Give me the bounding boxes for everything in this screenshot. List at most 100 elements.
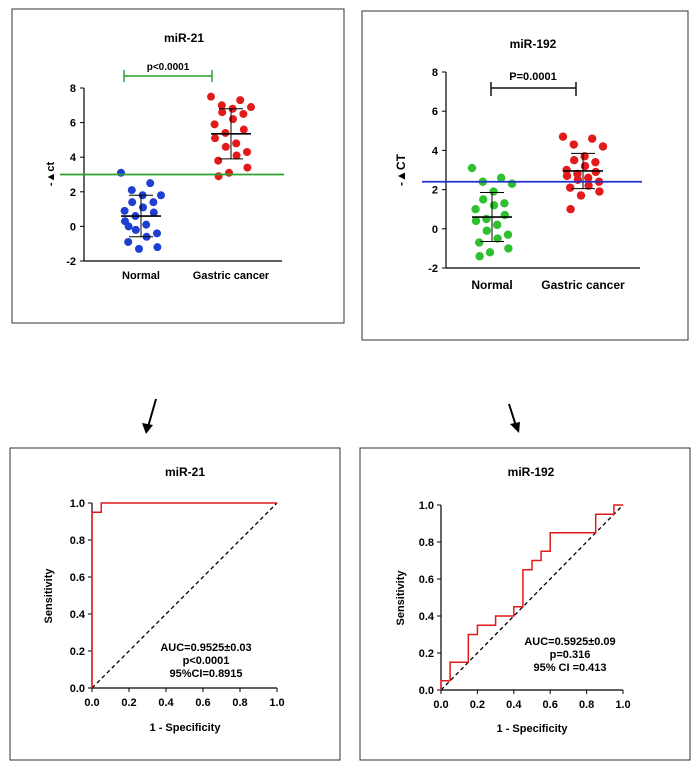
x-tick-label: 0.8 [579,699,594,711]
y-axis-label: Sensitivity [395,570,407,626]
data-point [124,238,132,246]
data-point [475,252,483,260]
data-point [125,222,133,230]
data-point [128,186,136,194]
data-point [574,176,582,184]
auc-annotation: AUC=0.9525±0.03 [160,642,251,654]
x-tick-label: 0.2 [470,699,485,711]
data-point [142,221,150,229]
y-tick-label: 8 [432,67,438,79]
data-point [490,201,498,209]
data-point [577,191,585,199]
y-tick-label: 0.2 [70,646,85,658]
data-point [225,169,233,177]
y-tick-label: 0 [432,224,438,236]
ci-annotation: 95% CI =0.413 [533,662,606,674]
y-tick-label: 1.0 [70,498,85,510]
chart-title: miR-21 [165,465,205,479]
panel-mir21-scatter: miR-21 p<0.0001 8 6 4 2 0 -2 -▲ct Normal… [12,9,344,323]
y-tick-label: 0.4 [70,609,86,621]
data-point [117,169,125,177]
data-point [570,140,578,148]
data-point [504,230,512,238]
y-tick-label: 4 [70,152,77,164]
data-point [214,157,222,165]
data-point [218,108,226,116]
panel-mir192-scatter: miR-192 P=0.0001 8 6 4 2 0 -2 -▲CT Norma… [362,11,688,340]
x-category-label: Gastric cancer [541,278,625,292]
data-point [243,148,251,156]
arrow-left [142,399,156,434]
data-point [486,248,494,256]
data-point [566,183,574,191]
arrow-head [142,423,153,434]
y-tick-label: 1.0 [419,500,434,512]
data-point [504,244,512,252]
data-point [475,238,483,246]
data-point [153,243,161,251]
chart-title: miR-192 [510,37,557,51]
data-point [588,134,596,142]
pvalue-label: p<0.0001 [147,62,190,73]
y-tick-label: 0.0 [70,683,85,695]
plot-area [422,132,642,260]
y-axis-label: Sensitivity [43,568,55,624]
data-point [157,191,165,199]
y-tick-label: 2 [70,187,76,199]
y-tick-label: 2 [432,185,438,197]
pvalue-annotation: p<0.0001 [183,655,230,667]
chart-title: miR-21 [164,31,204,45]
data-point [239,110,247,118]
data-point [471,205,479,213]
data-point [218,101,226,109]
y-tick-label: 0.2 [419,648,434,660]
data-point [489,187,497,195]
y-tick-label: 6 [70,118,76,130]
x-ticks: 0.0 0.2 0.4 0.6 0.8 1.0 [84,688,284,709]
y-tick-label: 6 [432,106,438,118]
x-tick-label: 0.2 [121,697,136,709]
x-tick-label: 0.8 [232,697,247,709]
plot-area [60,93,284,253]
data-point [483,227,491,235]
panel-mir192-roc: miR-192 1.0 0.8 0.6 0.4 0.2 0.0 0.0 0.2 [360,448,690,760]
data-point [595,187,603,195]
data-point [222,143,230,151]
data-point [247,103,255,111]
y-tick-label: 0.6 [419,574,434,586]
data-point [501,211,509,219]
data-point [508,180,516,188]
y-tick-label: -2 [428,263,438,275]
y-ticks: 1.0 0.8 0.6 0.4 0.2 0.0 [70,498,92,695]
x-tick-label: 0.4 [158,697,174,709]
data-point [207,93,215,101]
data-point [592,168,600,176]
data-point [149,198,157,206]
y-ticks: 1.0 0.8 0.6 0.4 0.2 0.0 [419,500,441,697]
x-tick-label: 0.0 [433,699,448,711]
data-point [211,134,219,142]
panel-border [12,9,344,323]
pvalue-label: P=0.0001 [509,71,556,83]
x-axis-label: 1 - Specificity [150,722,222,734]
panel-border [362,11,688,340]
y-tick-label: 4 [432,145,439,157]
data-point [121,207,129,215]
x-tick-label: 1.0 [615,699,630,711]
pvalue-annotation: p=0.316 [550,649,591,661]
data-point [211,120,219,128]
y-ticks: 8 6 4 2 0 -2 [66,83,84,268]
y-axis-label: -▲CT [394,153,408,186]
data-point [581,162,589,170]
data-point [493,221,501,229]
data-point [566,205,574,213]
x-tick-label: 0.6 [195,697,210,709]
x-ticks: 0.0 0.2 0.4 0.6 0.8 1.0 [433,690,630,711]
x-tick-label: 1.0 [269,697,284,709]
arrow-head [510,422,520,433]
data-point [584,174,592,182]
x-tick-label: 0.4 [506,699,522,711]
data-point [236,96,244,104]
data-point [497,174,505,182]
y-axis-label: -▲ct [45,162,57,187]
